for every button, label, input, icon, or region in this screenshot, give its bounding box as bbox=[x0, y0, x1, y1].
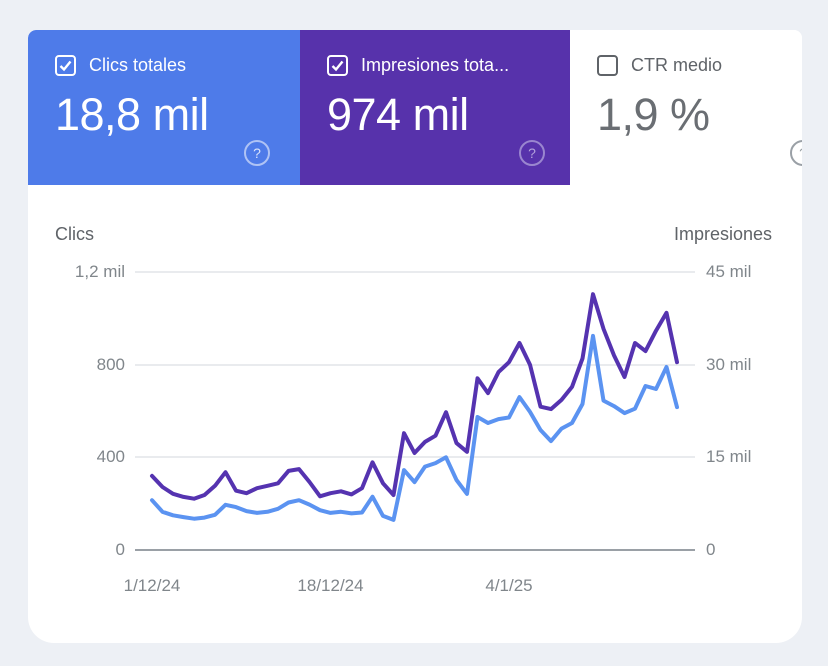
help-icon[interactable]: ? bbox=[519, 140, 545, 166]
total-clicks-checkbox[interactable] bbox=[55, 55, 76, 76]
total-impressions-checkbox[interactable] bbox=[327, 55, 348, 76]
average-ctr-card-header: CTR medio bbox=[597, 55, 802, 76]
gridline bbox=[135, 271, 695, 273]
help-icon[interactable]: ? bbox=[790, 140, 802, 166]
performance-panel: Clics totales 18,8 mil ? Impresiones tot… bbox=[28, 30, 802, 643]
metric-cards-row: Clics totales 18,8 mil ? Impresiones tot… bbox=[28, 30, 802, 185]
checkmark-icon bbox=[59, 60, 72, 72]
right-axis-tick-label: 30 mil bbox=[706, 354, 752, 374]
right-axis-tick-label: 0 bbox=[706, 540, 716, 559]
average-ctr-card[interactable]: CTR medio 1,9 % ? bbox=[570, 30, 802, 185]
right-axis-tick-label: 45 mil bbox=[706, 262, 752, 281]
total-clicks-value: 18,8 mil bbox=[55, 89, 209, 140]
x-axis-tick-label: 1/12/24 bbox=[123, 576, 181, 595]
total-impressions-label: Impresiones tota... bbox=[361, 55, 510, 75]
x-axis-tick-label: 4/1/25 bbox=[485, 576, 533, 595]
gridline bbox=[135, 456, 695, 459]
x-axis-tick-label: 18/12/24 bbox=[297, 576, 364, 595]
total-clicks-label: Clics totales bbox=[89, 55, 187, 75]
total-clicks-card[interactable]: Clics totales 18,8 mil ? bbox=[28, 30, 300, 185]
total-impressions-card-header: Impresiones tota... bbox=[327, 55, 570, 76]
average-ctr-label: CTR medio bbox=[631, 55, 723, 75]
total-impressions-card[interactable]: Impresiones tota... 974 mil ? bbox=[300, 30, 570, 185]
help-icon[interactable]: ? bbox=[244, 140, 270, 166]
total-clicks-card-header: Clics totales bbox=[55, 55, 300, 76]
left-axis-title: Clics bbox=[55, 224, 94, 244]
x-axis-line bbox=[135, 549, 695, 551]
total-impressions-value: 974 mil bbox=[327, 89, 469, 140]
left-axis-tick-label: 400 bbox=[96, 447, 125, 467]
left-axis-tick-label: 800 bbox=[96, 354, 125, 374]
average-ctr-checkbox[interactable] bbox=[597, 55, 618, 76]
left-axis-tick-label: 0 bbox=[115, 540, 125, 559]
right-axis-tick-label: 15 mil bbox=[706, 447, 752, 467]
checkmark-icon bbox=[331, 60, 344, 72]
right-axis-title: Impresiones bbox=[673, 224, 772, 244]
average-ctr-value: 1,9 % bbox=[597, 89, 710, 140]
gridline bbox=[135, 363, 695, 366]
left-axis-tick-label: 1,2 mil bbox=[74, 262, 125, 281]
